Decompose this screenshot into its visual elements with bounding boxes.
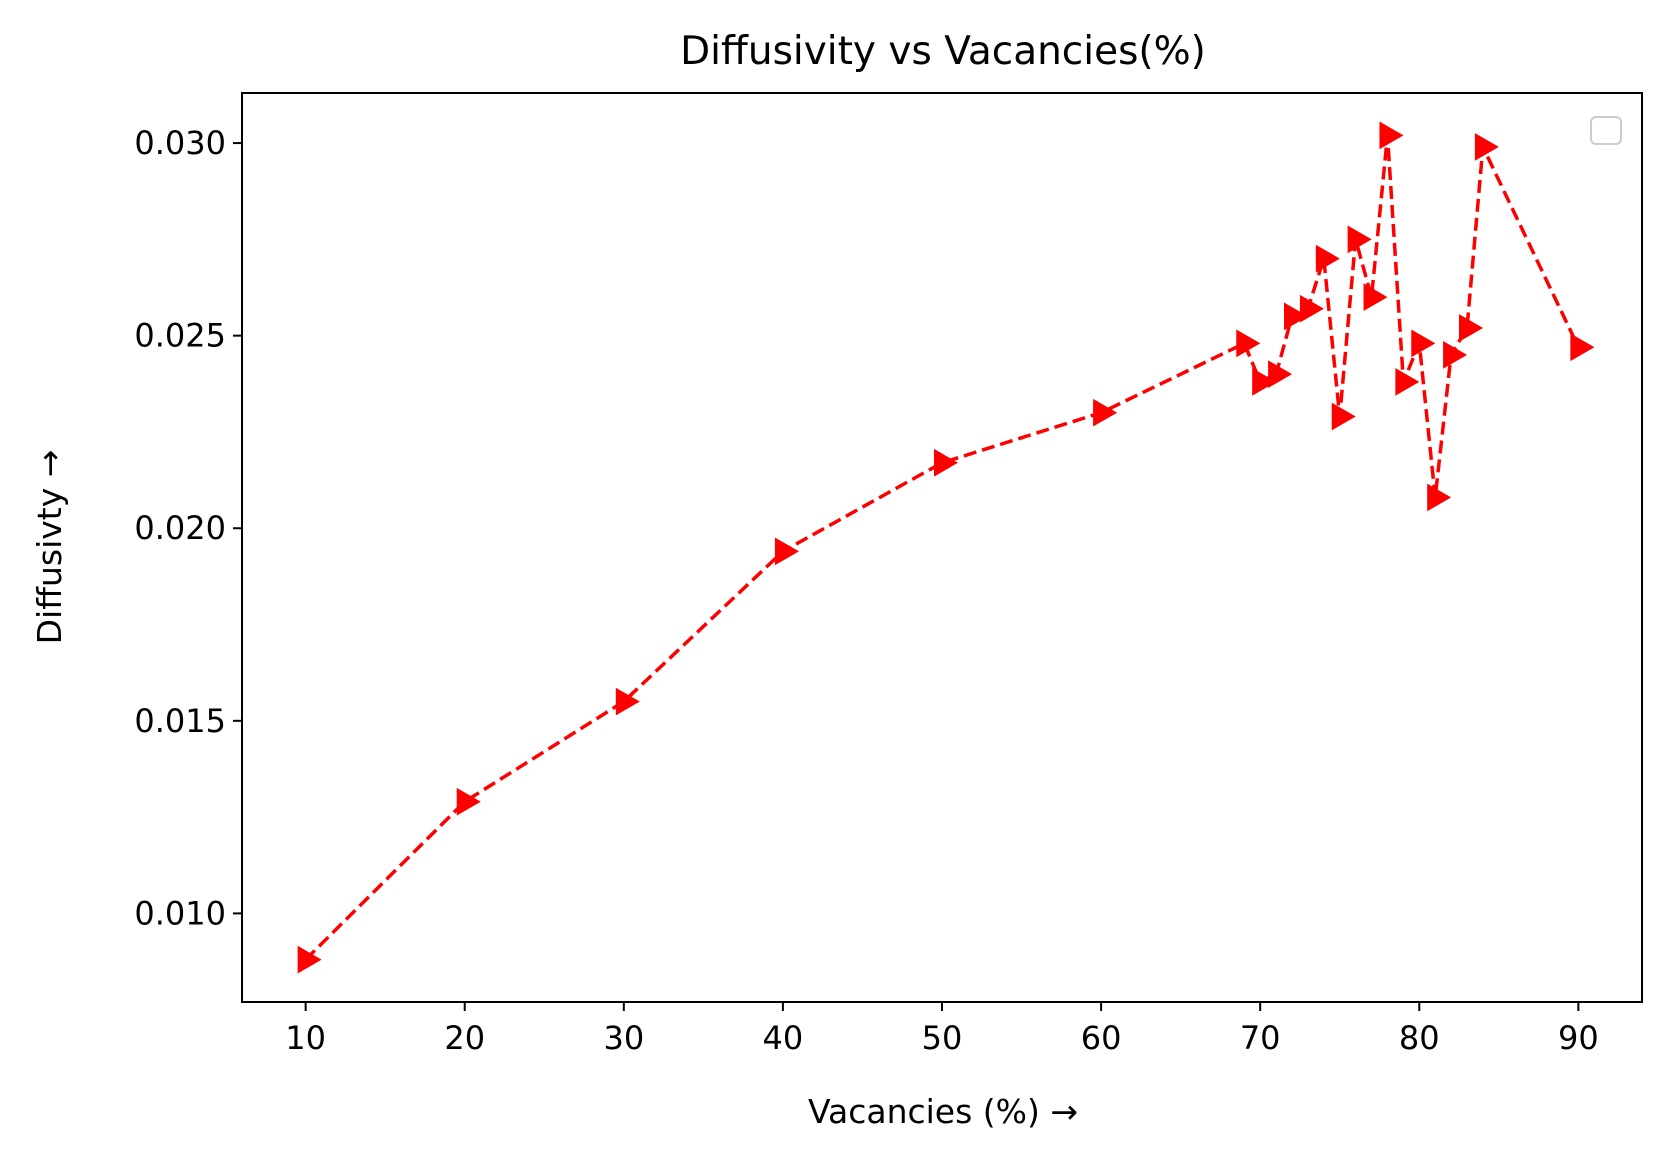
plot-content xyxy=(297,121,1595,974)
x-tick-label: 90 xyxy=(1558,1019,1599,1057)
x-tick-label: 60 xyxy=(1081,1019,1122,1057)
data-point-marker xyxy=(1315,244,1340,273)
series-line xyxy=(304,133,1580,961)
plot-frame xyxy=(241,92,1643,1003)
data-point-marker xyxy=(1411,329,1436,358)
axes-layer: 10 20 30 40 50 60 70 80 90 0.010 0.015 0.020 0.025 0.… xyxy=(134,124,1598,1057)
y-axis-label: Diffusivty → xyxy=(30,450,69,645)
x-tick-label: 40 xyxy=(763,1019,804,1057)
data-point-marker xyxy=(1347,225,1372,254)
data-point-marker xyxy=(297,945,322,974)
x-tick-label: 70 xyxy=(1240,1019,1281,1057)
data-point-marker xyxy=(1459,314,1484,342)
data-point-marker xyxy=(1093,398,1118,427)
data-point-marker xyxy=(1284,302,1309,331)
x-tick-label: 10 xyxy=(285,1019,326,1057)
data-point-marker xyxy=(1427,483,1452,512)
x-axis-label: Vacancies (%) → xyxy=(808,1092,1078,1131)
chart-title: Diffusivity vs Vacancies(%) xyxy=(680,29,1206,74)
x-tick-label: 30 xyxy=(603,1019,644,1057)
data-point-marker xyxy=(1252,368,1277,396)
y-tick-label: 0.020 xyxy=(134,509,226,547)
data-point-marker xyxy=(774,537,799,566)
data-point-marker xyxy=(1268,360,1293,389)
data-point-marker xyxy=(1236,329,1261,358)
data-point-marker xyxy=(1570,333,1595,362)
data-point-marker xyxy=(1363,283,1388,311)
data-point-marker xyxy=(1395,368,1420,396)
y-tick-label: 0.015 xyxy=(134,702,226,740)
data-point-marker xyxy=(1379,121,1404,150)
x-tick-label: 50 xyxy=(922,1019,963,1057)
data-point-marker xyxy=(1299,294,1324,323)
data-point-marker xyxy=(456,787,481,816)
data-point-marker xyxy=(615,687,640,716)
x-tick-label: 80 xyxy=(1399,1019,1440,1057)
y-tick-label: 0.030 xyxy=(134,124,226,162)
data-point-marker xyxy=(1474,133,1499,161)
data-point-marker xyxy=(1443,341,1468,369)
data-point-marker xyxy=(934,448,959,477)
legend-box xyxy=(1590,116,1622,145)
x-tick-label: 20 xyxy=(444,1019,485,1057)
y-tick-label: 0.025 xyxy=(134,317,226,355)
data-point-marker xyxy=(1331,402,1356,431)
y-tick-label: 0.010 xyxy=(134,894,226,932)
